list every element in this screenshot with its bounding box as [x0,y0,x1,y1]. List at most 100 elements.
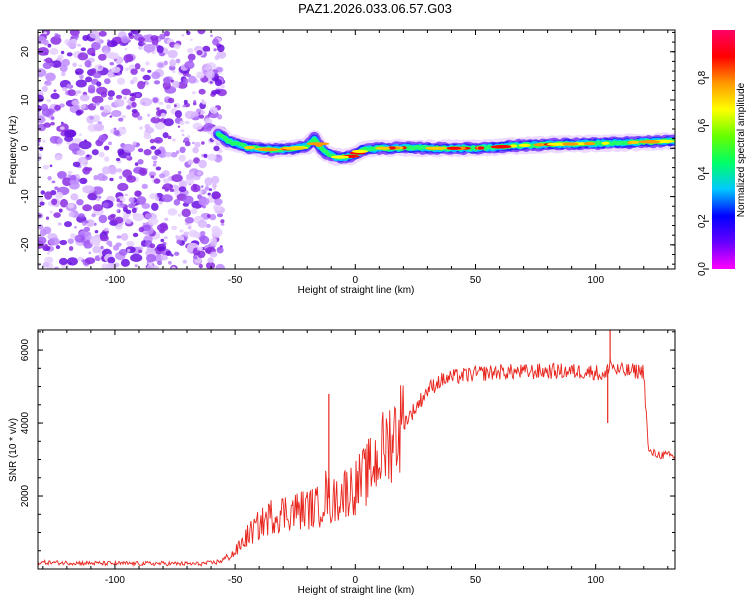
noise-point [131,109,138,113]
noise-point [79,94,90,102]
noise-point [39,146,44,152]
noise-point [145,127,155,134]
noise-point [132,212,139,217]
noise-point [88,251,92,255]
noise-point [145,81,150,86]
noise-point [129,96,136,102]
noise-point [51,180,56,184]
noise-point [123,54,134,63]
noise-point [192,91,196,95]
noise-point [168,65,176,71]
noise-point [113,129,120,136]
noise-point [217,44,225,53]
noise-point [196,71,205,79]
noise-point [159,173,166,179]
noise-point [95,36,101,43]
track-hotspot [628,140,640,144]
colorbar-tick-label: 0.4 [697,166,708,180]
noise-point [199,235,210,245]
noise-point [106,51,117,59]
noise-point [174,104,177,108]
noise-point [163,178,170,184]
noise-point [75,110,82,116]
noise-point [158,101,164,105]
noise-point [42,164,50,170]
noise-point [103,145,110,151]
noise-point [173,43,181,49]
x-tick-label: 50 [470,575,482,586]
noise-scatter [38,30,227,269]
noise-point [193,157,200,164]
noise-point [132,76,138,83]
noise-point [84,60,92,68]
noise-point [107,71,114,78]
noise-point [193,231,201,239]
noise-point [100,235,109,242]
noise-point [72,161,81,168]
noise-point [170,151,178,158]
noise-point [175,235,179,239]
noise-point [198,88,206,95]
track-hotspot [258,147,280,152]
noise-point [201,99,204,102]
noise-point [157,260,162,266]
noise-point [54,34,61,39]
noise-point [178,180,187,189]
noise-point [161,186,166,190]
noise-point [174,110,182,118]
noise-point [60,198,68,208]
noise-point [206,223,211,228]
noise-point [59,64,68,72]
noise-point [205,70,215,79]
noise-point [137,37,146,42]
noise-point [200,185,204,188]
noise-point [92,114,101,123]
noise-point [197,220,208,228]
noise-point [158,153,163,157]
noise-point [85,76,93,83]
noise-point [185,173,194,180]
noise-point [123,96,127,100]
noise-point [108,141,112,146]
noise-point [94,230,99,234]
noise-point [151,37,159,46]
noise-point [138,167,148,176]
noise-point [59,239,68,246]
noise-point [151,155,158,160]
noise-point [76,149,86,156]
noise-point [209,213,217,221]
noise-point [153,137,163,144]
noise-point [38,111,41,116]
colorbar-tick-label: 0.2 [697,214,708,228]
noise-point [74,226,77,229]
noise-point [54,104,61,111]
x-tick-label: 100 [587,275,604,286]
noise-point [91,149,99,156]
noise-point [184,61,195,70]
noise-point [137,115,143,121]
noise-point [62,177,72,187]
noise-point [212,187,217,191]
colorbar: 0.0 0.2 0.4 0.6 0.8 Normalized spectral ampl… [697,30,747,276]
noise-point [155,115,158,119]
noise-point [130,68,138,75]
noise-point [146,254,157,263]
noise-point [50,92,60,100]
noise-point [116,209,120,213]
noise-point [92,72,102,79]
noise-point [164,217,169,221]
noise-point [50,121,55,126]
noise-point [159,200,163,205]
x-tick-label: -50 [228,275,243,286]
noise-point [154,254,164,263]
noise-point [89,30,101,39]
noise-point [114,98,125,107]
noise-point [79,133,82,137]
noise-point [177,125,181,128]
noise-point [129,93,135,97]
colorbar-label: Normalized spectral amplitude [736,82,747,217]
noise-point [81,104,87,109]
noise-point [93,240,101,247]
noise-point [187,48,194,54]
noise-point [111,110,122,117]
